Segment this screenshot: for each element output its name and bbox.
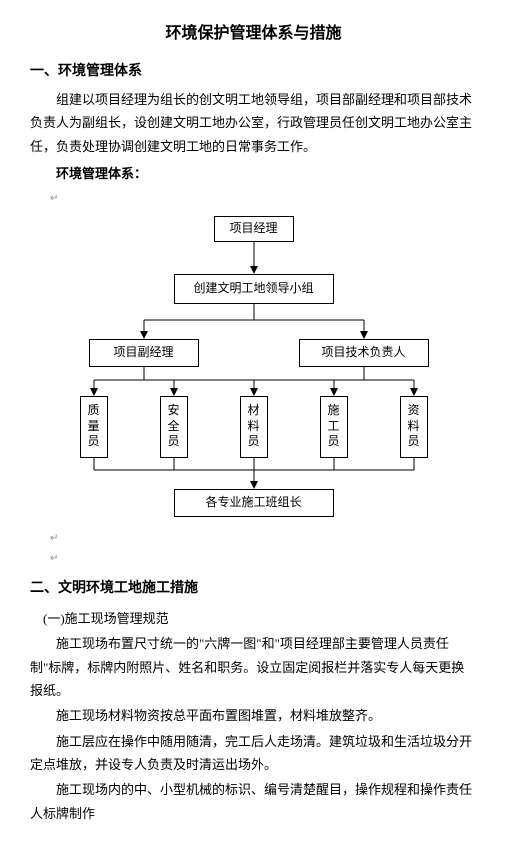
- node-safety: 安全员: [160, 396, 188, 458]
- chart-connectors: [34, 212, 474, 522]
- section1-p1: 组建以项目经理为组长的创文明工地领导组，项目部副经理和项目部技术负责人为副组长，…: [30, 88, 477, 158]
- para-marker: ↵: [50, 550, 477, 568]
- org-chart: 项目经理 创建文明工地领导小组 项目副经理 项目技术负责人 质量员 安全员 材料…: [34, 212, 474, 522]
- section2-p3: 施工层应在操作中随用随清，完工后人走场清。建筑垃圾和生活垃圾分开定点堆放，并设专…: [30, 730, 477, 777]
- section2-p4: 施工现场内的中、小型机械的标识、编号清楚醒目，操作规程和操作责任人标牌制作: [30, 778, 477, 825]
- node-quality: 质量员: [80, 396, 108, 458]
- node-tech: 项目技术负责人: [299, 339, 429, 367]
- node-material: 材料员: [240, 396, 268, 458]
- page-title: 环境保护管理体系与措施: [30, 20, 477, 49]
- section2-heading: 二、文明环境工地施工措施: [30, 576, 477, 601]
- node-foreman: 各专业施工班组长: [174, 489, 334, 517]
- node-pm: 项目经理: [214, 216, 294, 242]
- node-construction: 施工员: [320, 396, 348, 458]
- node-data: 资料员: [400, 396, 428, 458]
- section2-sub1: (一)施工现场管理规范: [30, 607, 477, 630]
- section2-p2: 施工现场材料物资按总平面布置图堆置，材料堆放整齐。: [30, 704, 477, 727]
- para-marker: ↵: [50, 530, 477, 548]
- section2-p1: 施工现场布置尺寸统一的"六牌一图"和"项目经理部主要管理人员责任制"标牌，标牌内…: [30, 632, 477, 702]
- section1-heading: 一、环境管理体系: [30, 59, 477, 84]
- node-lead: 创建文明工地领导小组: [174, 274, 334, 304]
- para-marker: ↵: [50, 190, 477, 208]
- section1-sublabel: 环境管理体系：: [30, 162, 477, 185]
- node-deputy: 项目副经理: [89, 339, 199, 367]
